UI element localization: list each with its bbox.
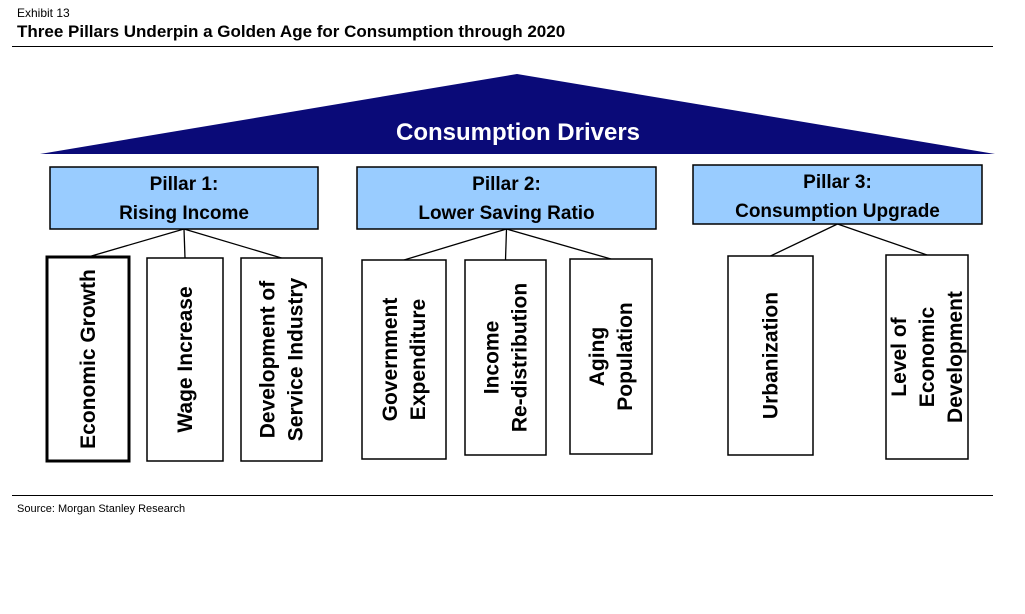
connector-line bbox=[837, 223, 928, 256]
driver-label: Urbanization bbox=[760, 292, 783, 419]
driver-label: Re-distribution bbox=[509, 283, 532, 432]
roof-label: Consumption Drivers bbox=[396, 119, 640, 146]
driver-box bbox=[727, 255, 814, 456]
footer-divider bbox=[12, 495, 993, 496]
driver-box bbox=[464, 259, 547, 456]
connector-line bbox=[506, 228, 612, 260]
driver-box bbox=[45, 255, 131, 463]
driver-label: Aging bbox=[586, 327, 609, 386]
pillar-box bbox=[692, 164, 983, 225]
driver-label: Expenditure bbox=[407, 299, 430, 420]
header-divider bbox=[12, 46, 993, 47]
driver-box bbox=[885, 254, 969, 460]
driver-label: Level of bbox=[888, 316, 911, 396]
connector-line bbox=[504, 228, 508, 261]
pillar-title: Rising Income bbox=[119, 203, 249, 224]
driver-label: Population bbox=[614, 302, 637, 411]
pillar-title: Lower Saving Ratio bbox=[418, 203, 594, 224]
pillar-number: Pillar 2: bbox=[472, 174, 541, 195]
connector-line bbox=[770, 223, 838, 257]
connector-line bbox=[183, 228, 282, 259]
pillar-number: Pillar 3: bbox=[803, 172, 872, 193]
pillar-1: Pillar 1: Rising Income Economic Growth Wag… bbox=[45, 166, 323, 463]
driver-label: Government bbox=[379, 298, 402, 422]
pillar-box bbox=[49, 166, 319, 230]
pillar-number: Pillar 1: bbox=[150, 174, 219, 195]
driver-label: Development of bbox=[257, 280, 280, 439]
driver-label: Wage Increase bbox=[174, 286, 197, 432]
driver-label: Economic bbox=[916, 307, 939, 408]
driver-box bbox=[240, 257, 323, 462]
source-note: Source: Morgan Stanley Research bbox=[17, 503, 186, 515]
driver-label: Income bbox=[481, 321, 504, 395]
driver-box bbox=[361, 259, 447, 460]
connector-line bbox=[87, 228, 185, 258]
driver-label: Economic Growth bbox=[77, 269, 100, 449]
connector-line bbox=[183, 228, 186, 259]
pillars-layer: Pillar 1: Rising Income Economic Growth Wag… bbox=[45, 164, 983, 463]
driver-box bbox=[569, 258, 653, 455]
roof-shape bbox=[40, 74, 995, 154]
pillar-2: Pillar 2: Lower Saving Ratio Government Exp… bbox=[356, 166, 657, 460]
pillar-box bbox=[356, 166, 657, 230]
exhibit-number: Exhibit 13 bbox=[17, 6, 70, 20]
page-title: Three Pillars Underpin a Golden Age for … bbox=[17, 22, 566, 41]
driver-box bbox=[146, 257, 224, 462]
consumption-drivers-diagram: Consumption Drivers Pillar 1: Rising Inco… bbox=[40, 74, 995, 463]
pillar-title: Consumption Upgrade bbox=[735, 201, 940, 222]
connector-line bbox=[403, 228, 507, 261]
driver-label: Development bbox=[944, 291, 967, 423]
driver-label: Service Industry bbox=[285, 277, 308, 441]
pillar-3: Pillar 3: Consumption Upgrade Urbanization… bbox=[692, 164, 983, 460]
